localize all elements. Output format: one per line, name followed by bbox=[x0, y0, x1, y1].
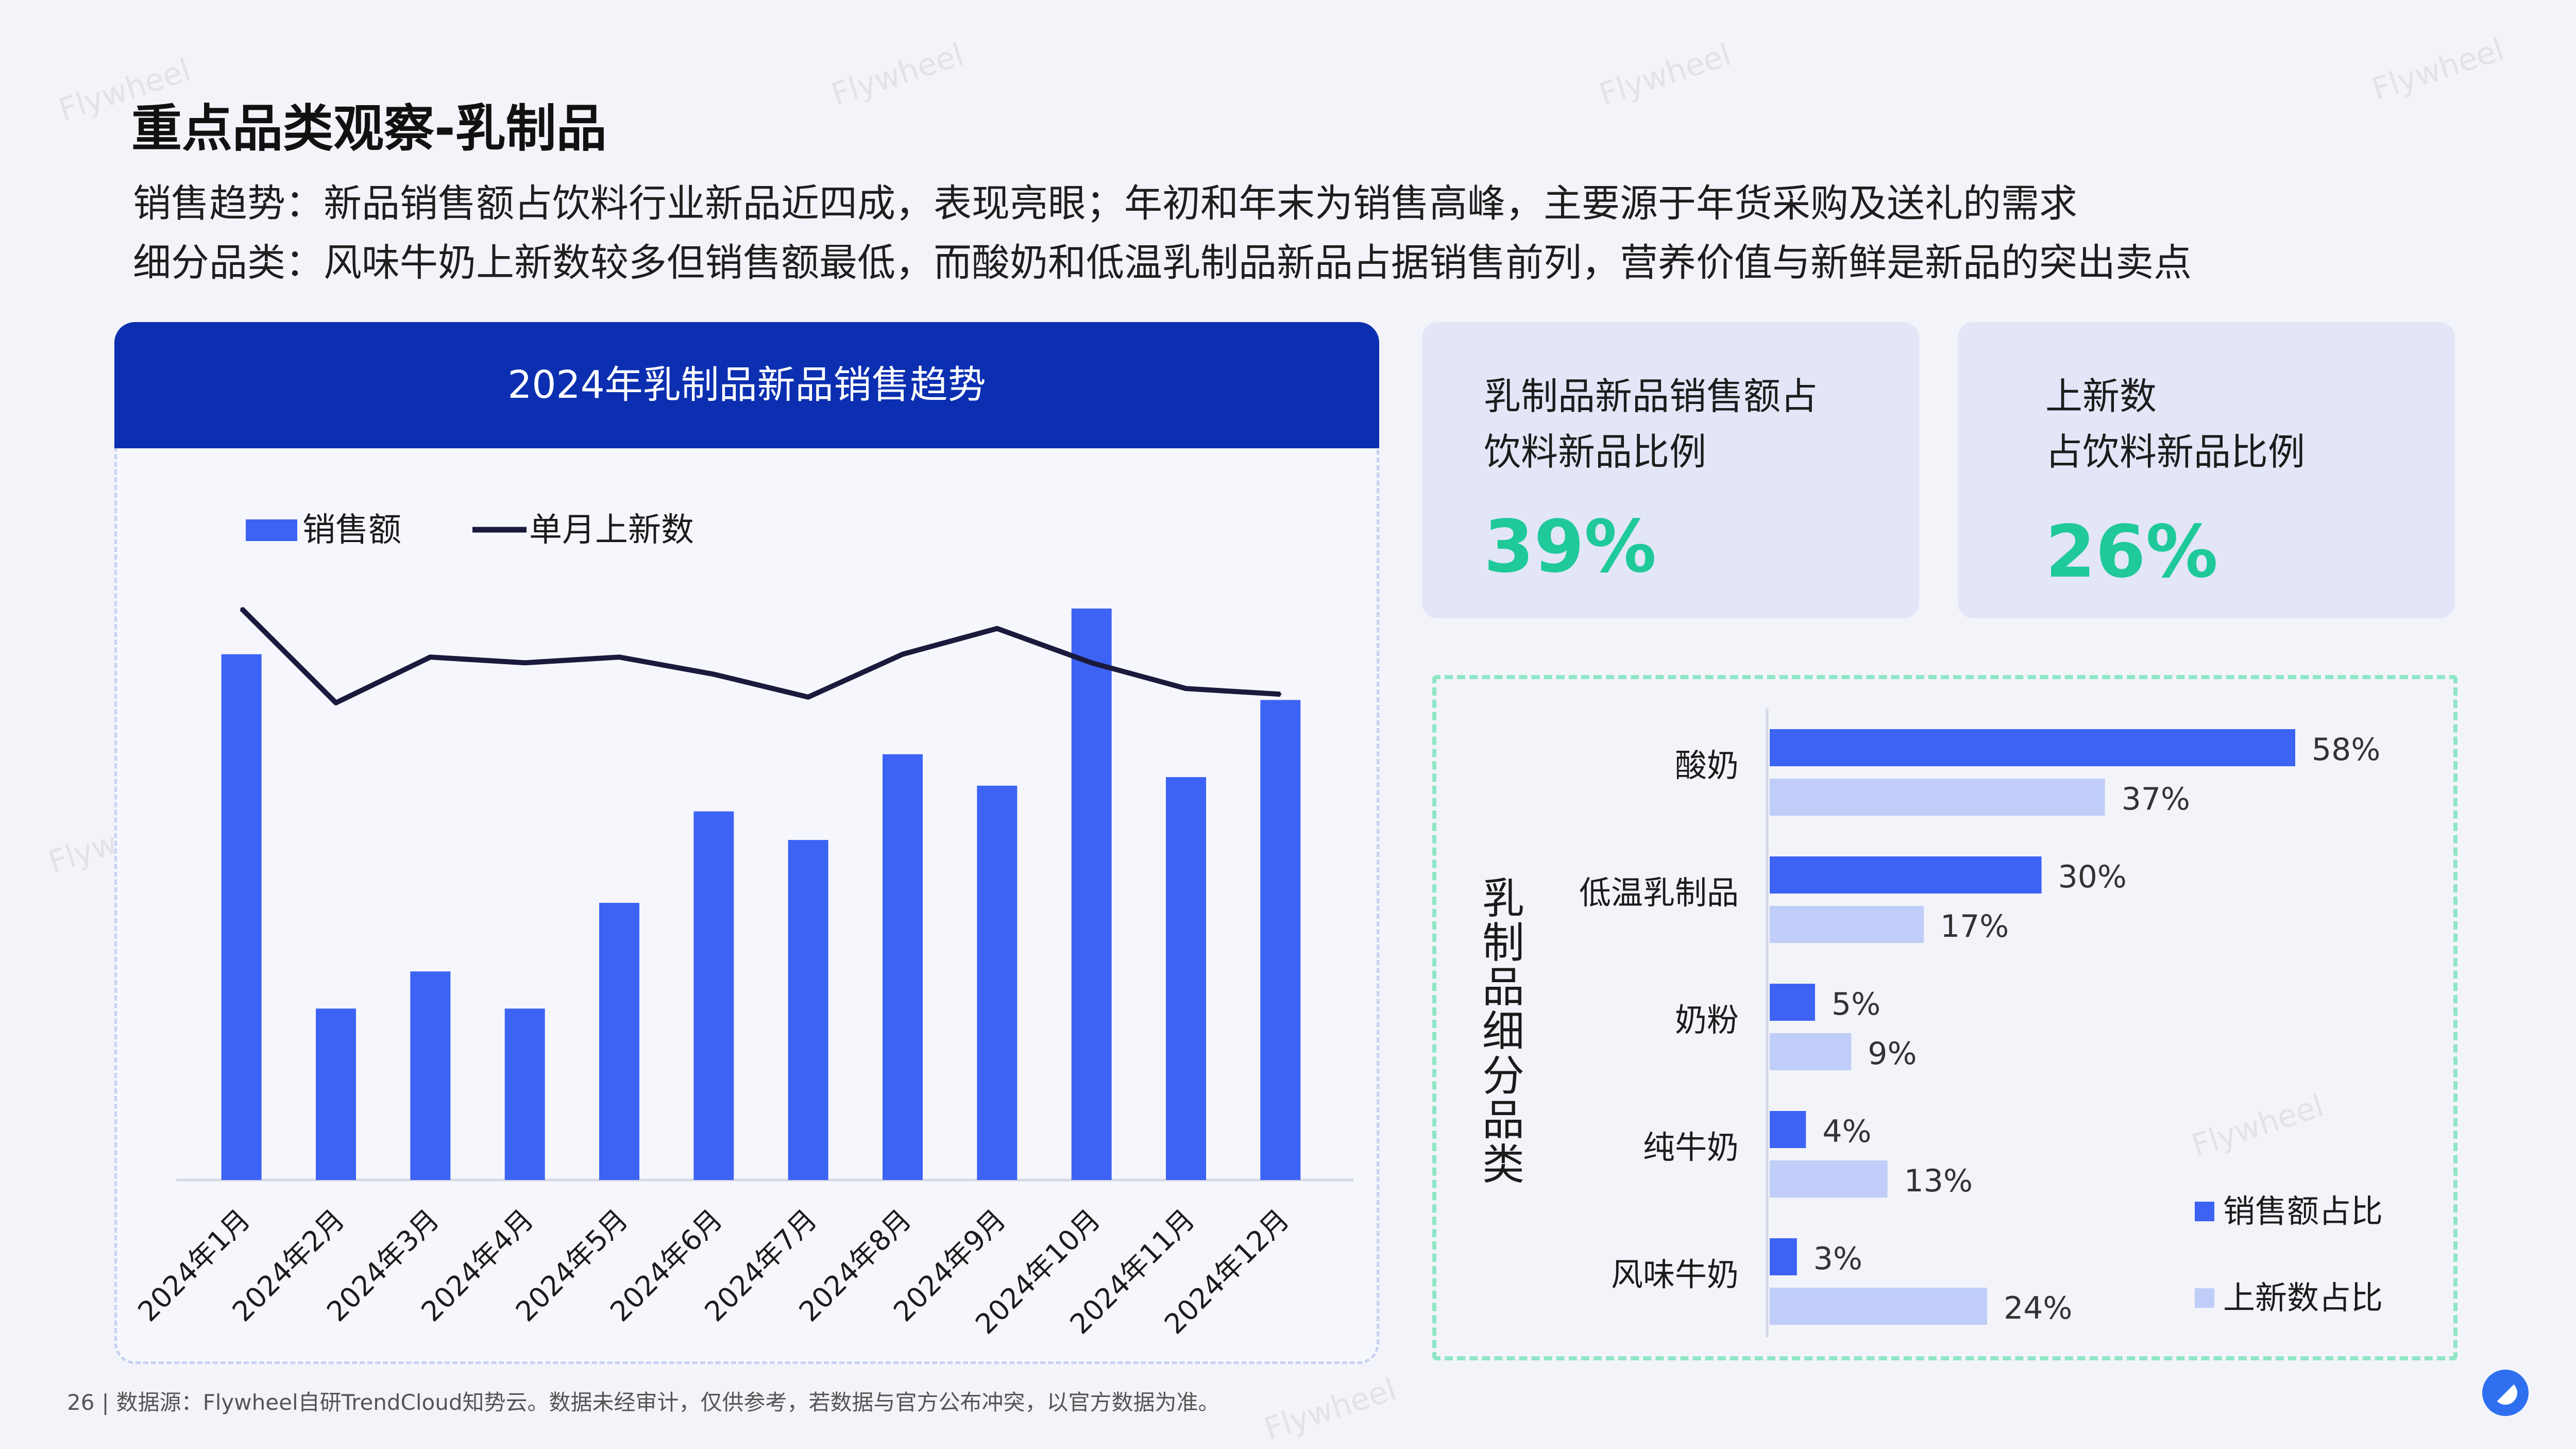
sales-share-bar bbox=[1770, 1238, 1797, 1275]
sales-bar bbox=[599, 903, 639, 1180]
trend-chart: 销售额 单月上新数2024年1月2024年2月2024年3月2024年4月2024… bbox=[131, 511, 1353, 1340]
subtitle-subcategory: 细分品类：风味牛奶上新数较多但销售额最低，而酸奶和低温乳制品新品占据销售前列，营… bbox=[133, 241, 2192, 285]
watermark: Flywheel bbox=[2367, 31, 2509, 108]
footer-separator: | bbox=[101, 1390, 109, 1415]
launch-share-bar bbox=[1770, 1033, 1852, 1070]
kpi-label-line: 饮料新品比例 bbox=[1484, 430, 1707, 474]
footer: 26 | 数据源：Flywheel自研TrendCloud知势云。数据未经审计，仅供… bbox=[67, 1385, 1220, 1417]
kpi-value: 39% bbox=[1484, 505, 1657, 589]
launch-share-value: 37% bbox=[2122, 781, 2190, 817]
launch-count-point bbox=[523, 662, 526, 664]
launch-share-bar bbox=[1770, 779, 2105, 816]
y-axis-title: 乳制品细分品类 bbox=[1475, 876, 1524, 1186]
sales-bar bbox=[977, 785, 1018, 1180]
subcategory-chart: 乳制品细分品类 酸奶 58% 37% 低温乳制品 30% 17% 奶粉 5% 9% 纯牛奶 4% 13%… bbox=[1475, 709, 2383, 1337]
sales-share-bar bbox=[1770, 1111, 1806, 1148]
launch-share-value: 13% bbox=[1904, 1163, 1973, 1199]
trend-chart-title: 2024年乳制品新品销售趋势 bbox=[114, 322, 1379, 448]
launch-count-point bbox=[1185, 687, 1187, 690]
watermark: Flywheel bbox=[827, 36, 968, 113]
kpi-value: 26% bbox=[2045, 510, 2218, 594]
launch-count-point bbox=[902, 653, 904, 655]
sales-bar bbox=[693, 811, 734, 1180]
page-number: 26 bbox=[67, 1390, 95, 1415]
sales-bar bbox=[883, 754, 923, 1180]
launch-count-point bbox=[996, 627, 998, 630]
legend-label-sales: 销售额 bbox=[302, 511, 401, 549]
category-label: 纯牛奶 bbox=[1643, 1128, 1739, 1166]
flywheel-logo-icon bbox=[2482, 1370, 2529, 1416]
sales-share-bar bbox=[1770, 984, 1815, 1021]
sales-bar bbox=[1166, 777, 1206, 1180]
sales-share-value: 30% bbox=[2058, 859, 2127, 895]
launch-share-value: 9% bbox=[1868, 1036, 1917, 1072]
launch-share-bar bbox=[1770, 1288, 1988, 1325]
kpi-card-sales-share: 乳制品新品销售额占 饮料新品比例 39% bbox=[1422, 322, 1919, 618]
legend-label-launch-share: 上新数占比 bbox=[2223, 1279, 2383, 1317]
subcategory-chart-card bbox=[1432, 675, 2458, 1360]
launch-share-bar bbox=[1770, 906, 1924, 943]
kpi-card-launch-share: 上新数 占饮料新品比例 26% bbox=[1958, 322, 2455, 618]
legend-swatch-sales bbox=[246, 519, 297, 541]
launch-count-point bbox=[429, 656, 432, 659]
sales-bar bbox=[221, 654, 262, 1180]
legend-label-launches: 单月上新数 bbox=[529, 511, 694, 549]
watermark: Flywheel bbox=[1260, 1371, 1401, 1448]
category-label: 低温乳制品 bbox=[1579, 874, 1739, 912]
legend-label-sales-share: 销售额占比 bbox=[2223, 1192, 2383, 1230]
sales-bar bbox=[410, 971, 451, 1180]
launch-count-point bbox=[240, 607, 243, 610]
sales-share-value: 3% bbox=[1814, 1241, 1862, 1277]
kpi-label: 乳制品新品销售额占 饮料新品比例 bbox=[1484, 368, 1818, 480]
launch-count-point bbox=[335, 701, 337, 704]
category-label: 酸奶 bbox=[1675, 747, 1739, 784]
page-title: 重点品类观察-乳制品 bbox=[131, 99, 607, 158]
sales-bar bbox=[788, 840, 828, 1180]
sales-bar bbox=[1260, 700, 1301, 1180]
launch-count-point bbox=[713, 673, 715, 676]
watermark: Flywheel bbox=[1595, 36, 1736, 113]
subtitle-sales-trend: 销售趋势：新品销售额占饮料行业新品近四成，表现亮眼；年初和年末为销售高峰，主要源… bbox=[133, 181, 2077, 226]
sales-bar bbox=[1071, 608, 1112, 1180]
launch-count-line bbox=[240, 606, 1281, 705]
sales-share-value: 58% bbox=[2312, 732, 2380, 768]
launch-share-value: 24% bbox=[2004, 1290, 2072, 1326]
legend-swatch-sales-share bbox=[2195, 1202, 2214, 1221]
launch-count-point bbox=[807, 696, 809, 698]
launch-count-point bbox=[618, 656, 620, 659]
sales-share-value: 4% bbox=[1822, 1114, 1871, 1150]
sales-share-value: 5% bbox=[1832, 986, 1880, 1022]
chart-legend: 销售额 单月上新数 bbox=[246, 511, 694, 549]
category-label: 风味牛奶 bbox=[1611, 1256, 1739, 1293]
kpi-label-line: 上新数 bbox=[2045, 375, 2157, 418]
sales-share-bar bbox=[1770, 856, 2042, 894]
launch-share-value: 17% bbox=[1940, 908, 2009, 945]
launch-count-point bbox=[1279, 693, 1282, 696]
data-source-note: 数据源：Flywheel自研TrendCloud知势云。数据未经审计，仅供参考，… bbox=[116, 1390, 1220, 1415]
sales-bar bbox=[504, 1008, 545, 1180]
legend-swatch-launch-share bbox=[2195, 1288, 2214, 1308]
kpi-label: 上新数 占饮料新品比例 bbox=[2045, 368, 2305, 480]
kpi-label-line: 乳制品新品销售额占 bbox=[1484, 375, 1818, 418]
launch-count-point bbox=[1090, 662, 1093, 664]
sales-bar bbox=[316, 1008, 356, 1180]
sales-share-bar bbox=[1770, 729, 2295, 766]
category-label: 奶粉 bbox=[1675, 1001, 1739, 1039]
kpi-label-line: 占饮料新品比例 bbox=[2045, 430, 2306, 474]
launch-share-bar bbox=[1770, 1160, 1888, 1198]
